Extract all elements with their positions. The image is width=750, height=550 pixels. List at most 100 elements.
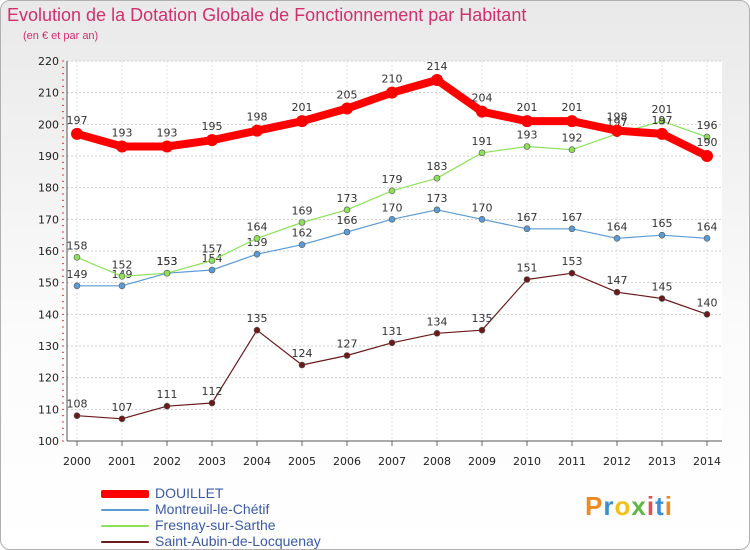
- data-point: [433, 330, 441, 337]
- data-point: [161, 140, 173, 153]
- data-point: [386, 86, 398, 99]
- data-label: 162: [292, 227, 313, 240]
- data-label: 197: [652, 114, 673, 127]
- data-point: [298, 241, 306, 248]
- data-label: 111: [157, 388, 178, 401]
- data-point: [116, 140, 128, 153]
- data-label: 147: [607, 274, 628, 287]
- legend-label: DOUILLET: [155, 485, 224, 501]
- data-point: [613, 288, 621, 296]
- data-point: [341, 102, 353, 115]
- data-point: [206, 134, 218, 147]
- data-label: 195: [202, 120, 223, 133]
- x-tick-label: 2007: [378, 455, 406, 468]
- data-point: [71, 127, 83, 140]
- data-label: 112: [202, 385, 223, 398]
- x-tick-label: 2000: [63, 455, 91, 468]
- data-label: 197: [67, 114, 88, 127]
- data-label: 135: [472, 312, 493, 325]
- data-point: [478, 326, 486, 334]
- y-tick-label: 150: [38, 277, 59, 290]
- x-tick-label: 2009: [468, 455, 496, 468]
- data-point: [658, 117, 666, 125]
- legend-swatch: [101, 490, 149, 498]
- data-point: [388, 187, 396, 195]
- data-point: [703, 311, 711, 318]
- data-label: 193: [157, 127, 178, 140]
- data-label: 157: [202, 243, 223, 256]
- y-tick-label: 170: [38, 213, 59, 226]
- x-tick-label: 2013: [648, 455, 676, 468]
- data-label: 140: [697, 296, 718, 309]
- data-label: 151: [517, 262, 538, 275]
- data-label: 159: [247, 236, 268, 249]
- data-label: 153: [157, 255, 178, 268]
- data-point: [656, 127, 668, 140]
- data-point: [566, 115, 578, 128]
- data-point: [478, 216, 486, 223]
- x-tick-label: 2014: [693, 455, 721, 468]
- legend-label: Fresnay-sur-Sarthe: [155, 517, 276, 533]
- y-tick-label: 140: [38, 308, 59, 321]
- legend-swatch: [101, 525, 149, 527]
- data-label: 149: [67, 268, 88, 281]
- data-label: 183: [427, 160, 448, 173]
- data-label: 173: [337, 192, 358, 205]
- data-point: [298, 361, 306, 369]
- data-point: [658, 231, 666, 239]
- data-point: [343, 206, 351, 214]
- data-label: 210: [382, 73, 403, 86]
- x-tick-label: 2005: [288, 455, 316, 468]
- data-label: 193: [517, 129, 538, 142]
- data-label: 145: [652, 281, 673, 294]
- x-tick-label: 2012: [603, 455, 631, 468]
- data-label: 134: [427, 315, 448, 328]
- data-point: [523, 276, 531, 283]
- data-point: [343, 352, 351, 359]
- data-label: 164: [247, 220, 268, 233]
- data-label: 153: [562, 255, 583, 268]
- data-label: 169: [292, 205, 313, 218]
- data-point: [611, 124, 623, 137]
- data-point: [296, 115, 308, 128]
- data-point: [251, 124, 263, 137]
- data-label: 179: [382, 173, 403, 186]
- data-point: [568, 146, 576, 153]
- data-point: [73, 254, 81, 261]
- data-label: 167: [517, 211, 538, 224]
- data-point: [253, 235, 261, 242]
- data-point: [73, 412, 81, 419]
- data-point: [523, 143, 531, 150]
- legend-label: Montreuil-le-Chétif: [155, 501, 270, 517]
- data-label: 127: [337, 338, 358, 351]
- data-point: [433, 206, 441, 214]
- legend-label: Saint-Aubin-de-Locquenay: [155, 533, 321, 549]
- data-label: 124: [292, 347, 313, 360]
- chart-title: Evolution de la Dotation Globale de Fonc…: [7, 5, 527, 25]
- data-point: [431, 74, 443, 86]
- data-point: [701, 150, 713, 162]
- data-point: [208, 266, 216, 274]
- legend-swatch: [101, 541, 149, 543]
- x-tick-label: 2011: [558, 455, 586, 468]
- data-point: [163, 269, 171, 277]
- data-label: 204: [472, 92, 493, 105]
- data-label: 108: [67, 398, 88, 411]
- x-tick-label: 2002: [153, 455, 181, 468]
- y-tick-label: 160: [38, 245, 59, 258]
- data-label: 205: [337, 89, 358, 102]
- data-label: 201: [292, 101, 313, 114]
- data-label: 173: [427, 192, 448, 205]
- x-tick-label: 2003: [198, 455, 226, 468]
- data-point: [703, 235, 711, 242]
- x-tick-label: 2004: [243, 455, 271, 468]
- data-point: [523, 225, 531, 233]
- data-point: [343, 228, 351, 236]
- data-point: [658, 295, 666, 302]
- data-point: [118, 415, 126, 423]
- data-point: [118, 273, 126, 280]
- data-label: 166: [337, 214, 358, 227]
- data-point: [298, 219, 306, 226]
- data-label: 107: [112, 401, 133, 414]
- data-label: 201: [562, 101, 583, 114]
